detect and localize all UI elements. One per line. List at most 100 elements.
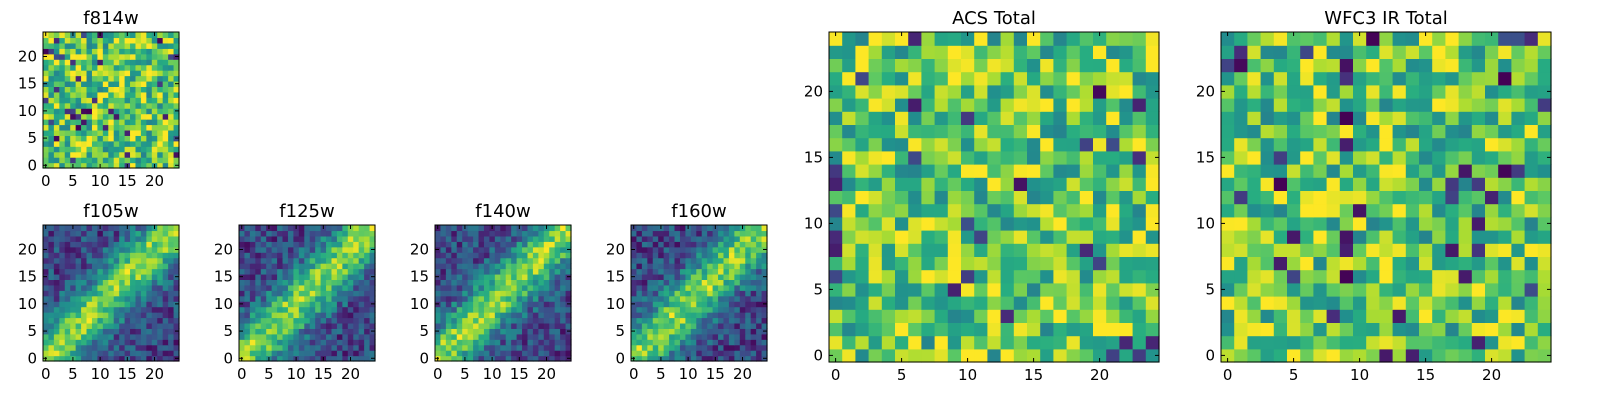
heatmap-cell xyxy=(75,350,82,357)
heatmap-cell xyxy=(282,350,289,357)
heatmap-cell xyxy=(168,246,175,253)
heatmap-cell xyxy=(91,119,98,126)
heatmap-cell xyxy=(1339,32,1354,46)
heatmap-cell xyxy=(140,102,147,109)
heatmap-cell xyxy=(842,230,856,244)
heatmap-cell xyxy=(260,344,267,351)
heatmap-cell xyxy=(1458,296,1473,310)
heatmap-cell xyxy=(271,246,278,253)
heatmap-cell xyxy=(70,48,77,55)
heatmap-cell xyxy=(157,151,164,158)
heatmap-cell xyxy=(249,241,256,248)
heatmap-cell xyxy=(108,230,115,237)
heatmap-cell xyxy=(1498,137,1512,152)
heatmap-cell xyxy=(522,355,529,362)
heatmap-cell xyxy=(947,256,962,271)
heatmap-cell xyxy=(53,151,60,158)
heatmap-cell xyxy=(511,339,518,346)
heatmap-cell xyxy=(934,322,949,337)
heatmap-cell xyxy=(1511,177,1526,191)
heatmap-cell xyxy=(1053,98,1068,112)
heatmap-cell xyxy=(1419,322,1433,337)
heatmap-cell xyxy=(1260,124,1275,139)
heatmap-cell xyxy=(690,279,697,286)
heatmap-cell xyxy=(162,246,169,253)
heatmap-cell xyxy=(168,37,175,44)
heatmap-cell xyxy=(1392,177,1407,191)
heatmap-cell xyxy=(168,301,175,308)
heatmap-cell xyxy=(500,263,507,270)
heatmap-cell xyxy=(108,151,115,158)
heatmap-cell xyxy=(1353,190,1367,205)
heatmap-cell xyxy=(97,42,104,49)
heatmap-cell xyxy=(81,97,88,104)
heatmap-cell xyxy=(696,306,703,313)
heatmap-cell xyxy=(505,350,512,357)
heatmap-cell xyxy=(868,177,883,191)
heatmap-cell xyxy=(718,241,725,248)
heatmap-cell xyxy=(140,91,147,98)
heatmap-cell xyxy=(1313,190,1328,205)
heatmap-cell xyxy=(124,37,131,44)
heatmap-cell xyxy=(829,58,843,73)
heatmap-cell xyxy=(663,241,670,248)
heatmap-cell xyxy=(86,225,93,232)
heatmap-cell xyxy=(842,111,856,125)
heatmap-cell xyxy=(102,312,109,319)
heatmap-cell xyxy=(108,135,115,142)
heatmap-cell xyxy=(298,317,305,324)
heatmap-cell xyxy=(162,306,169,313)
heatmap-cell xyxy=(1300,98,1314,112)
heatmap-cell xyxy=(151,91,158,98)
heatmap-cell xyxy=(309,246,316,253)
heatmap-cell xyxy=(1287,124,1301,139)
heatmap-cell xyxy=(1027,256,1041,271)
heatmap-cell xyxy=(342,317,349,324)
heatmap-cell xyxy=(707,317,714,324)
heatmap-cell xyxy=(1485,335,1499,350)
heatmap-cell xyxy=(119,279,126,286)
heatmap-cell xyxy=(1300,84,1314,99)
heatmap-cell xyxy=(1040,296,1054,310)
heatmap-cell xyxy=(728,328,735,335)
heatmap-cell xyxy=(522,273,529,280)
heatmap-cell xyxy=(1132,282,1147,297)
heatmap-cell xyxy=(124,108,131,115)
heatmap-cell xyxy=(1300,309,1314,323)
heatmap-cell xyxy=(641,344,648,351)
heatmap-cell xyxy=(745,225,752,232)
heatmap-cell xyxy=(53,230,60,237)
heatmap-cell xyxy=(505,339,512,346)
heatmap-cell xyxy=(102,295,109,302)
heatmap-cell xyxy=(467,273,474,280)
heatmap-cell xyxy=(304,241,311,248)
heatmap-cell xyxy=(1405,45,1420,59)
heatmap-cell xyxy=(974,230,988,244)
heatmap-cell xyxy=(674,268,681,275)
heatmap-cell xyxy=(549,225,556,232)
heatmap-cell xyxy=(489,241,496,248)
x-tick-label: 20 xyxy=(733,365,752,383)
heatmap-cell xyxy=(162,151,169,158)
heatmap-cell xyxy=(64,328,71,335)
heatmap-cell xyxy=(1485,230,1499,244)
heatmap-cell xyxy=(1053,177,1068,191)
heatmap-cell xyxy=(565,322,572,329)
heatmap-cell xyxy=(64,119,71,126)
heatmap-cell xyxy=(287,317,294,324)
heatmap-cell xyxy=(947,269,962,284)
heatmap-cell xyxy=(342,312,349,319)
heatmap-cell xyxy=(151,151,158,158)
heatmap-cell xyxy=(1300,348,1314,363)
heatmap-cell xyxy=(1106,269,1120,284)
heatmap-cell xyxy=(543,317,550,324)
heatmap-cell xyxy=(64,146,71,153)
heatmap-cell xyxy=(124,273,131,280)
heatmap-cell xyxy=(961,71,975,86)
heatmap-cell xyxy=(1287,282,1301,297)
heatmap-cell xyxy=(647,263,654,270)
heatmap-cell xyxy=(974,322,988,337)
heatmap-cell xyxy=(1040,71,1054,86)
heatmap-cell xyxy=(908,98,922,112)
heatmap-cell xyxy=(1013,150,1028,165)
